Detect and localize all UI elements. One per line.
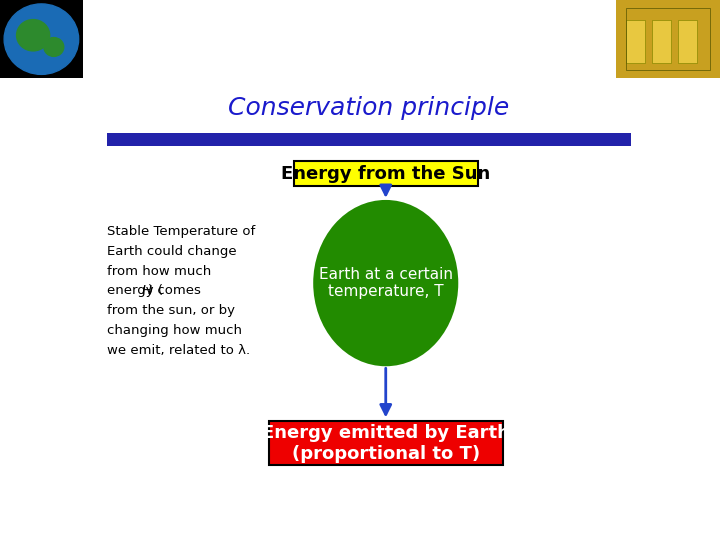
FancyBboxPatch shape (652, 19, 671, 63)
FancyBboxPatch shape (0, 0, 83, 78)
Text: Earth at a certain
temperature, T: Earth at a certain temperature, T (319, 267, 453, 299)
Text: H: H (141, 285, 151, 298)
Text: Stable Temperature of: Stable Temperature of (107, 225, 255, 238)
FancyBboxPatch shape (616, 0, 720, 78)
Text: energy (: energy ( (107, 285, 163, 298)
FancyBboxPatch shape (678, 19, 697, 63)
FancyBboxPatch shape (294, 161, 478, 186)
Text: from how much: from how much (107, 265, 211, 278)
Text: Energy emitted by Earth
(proportional to T): Energy emitted by Earth (proportional to… (262, 424, 510, 463)
Text: Energy from the Sun: Energy from the Sun (281, 165, 490, 183)
Text: Conservation principle: Conservation principle (228, 97, 510, 120)
Text: we emit, related to λ.: we emit, related to λ. (107, 345, 250, 357)
FancyBboxPatch shape (626, 19, 645, 63)
Circle shape (4, 4, 78, 75)
Ellipse shape (313, 200, 459, 366)
Text: Earth could change: Earth could change (107, 245, 236, 258)
Text: ) comes: ) comes (148, 285, 201, 298)
FancyBboxPatch shape (269, 421, 503, 465)
FancyBboxPatch shape (107, 133, 631, 146)
Text: from the sun, or by: from the sun, or by (107, 305, 235, 318)
Circle shape (44, 38, 64, 56)
Text: changing how much: changing how much (107, 325, 242, 338)
Circle shape (17, 19, 50, 51)
